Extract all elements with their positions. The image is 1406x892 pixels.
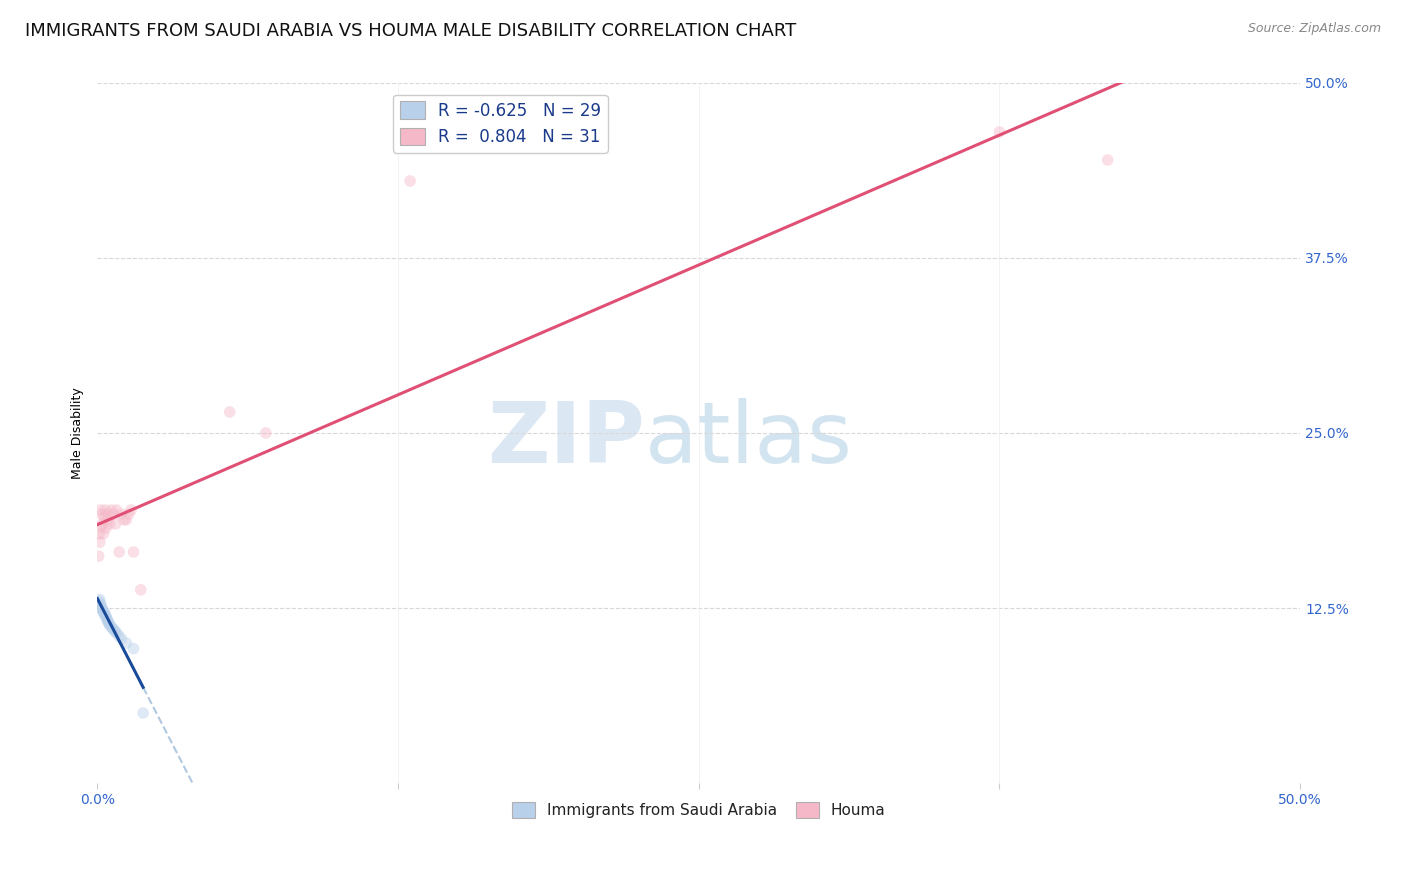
Point [100, 503, 122, 517]
Point [120, 503, 142, 517]
Point [110, 507, 132, 521]
Point [399, 174, 422, 188]
Point [89, 526, 111, 541]
Point [90, 601, 112, 615]
Point [122, 641, 145, 656]
Point [96, 611, 118, 625]
Point [93, 526, 115, 541]
Point [254, 425, 277, 440]
Point [94, 503, 117, 517]
Point [96, 614, 118, 628]
Point [93, 607, 115, 621]
Point [93, 605, 115, 619]
Point [89, 592, 111, 607]
Point [98, 617, 121, 632]
Text: atlas: atlas [644, 399, 852, 482]
Point [96, 612, 118, 626]
Point [112, 513, 135, 527]
Point [89, 503, 111, 517]
Point [110, 632, 132, 646]
Point [100, 619, 122, 633]
Point [89, 597, 111, 611]
Point [87, 594, 110, 608]
Point [988, 125, 1011, 139]
Point [91, 516, 114, 531]
Point [90, 507, 112, 521]
Point [103, 624, 125, 638]
Point [96, 507, 118, 521]
Point [93, 605, 115, 619]
Point [90, 598, 112, 612]
Point [91, 604, 114, 618]
Text: ZIP: ZIP [486, 399, 644, 482]
Point [98, 616, 121, 631]
Point [104, 624, 127, 639]
Point [129, 582, 152, 597]
Point [218, 405, 240, 419]
Point [87, 549, 110, 564]
Point [118, 507, 141, 521]
Point [101, 507, 124, 521]
Point [115, 636, 138, 650]
Legend: Immigrants from Saudi Arabia, Houma: Immigrants from Saudi Arabia, Houma [506, 797, 891, 824]
Point [105, 626, 128, 640]
Point [1097, 153, 1119, 167]
Point [98, 516, 121, 531]
Point [97, 615, 120, 629]
Point [90, 520, 112, 534]
Point [94, 521, 117, 535]
Point [93, 510, 115, 524]
Y-axis label: Male Disability: Male Disability [72, 387, 84, 479]
Point [132, 706, 155, 720]
Point [122, 545, 145, 559]
Point [105, 503, 128, 517]
Point [108, 545, 131, 559]
Point [91, 602, 114, 616]
Point [101, 621, 124, 635]
Point [108, 629, 131, 643]
Point [94, 607, 117, 622]
Point [115, 513, 138, 527]
Text: IMMIGRANTS FROM SAUDI ARABIA VS HOUMA MALE DISABILITY CORRELATION CHART: IMMIGRANTS FROM SAUDI ARABIA VS HOUMA MA… [25, 22, 797, 40]
Point [94, 609, 117, 624]
Point [97, 513, 120, 527]
Point [104, 516, 127, 531]
Point [101, 622, 124, 636]
Text: Source: ZipAtlas.com: Source: ZipAtlas.com [1247, 22, 1381, 36]
Point [89, 535, 111, 549]
